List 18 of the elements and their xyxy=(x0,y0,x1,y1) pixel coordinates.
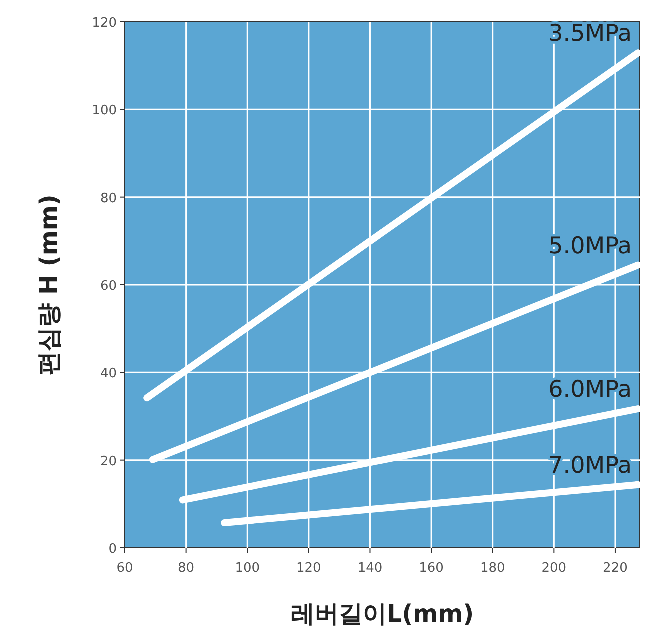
x-tick-label: 100 xyxy=(235,561,260,576)
y-tick-label: 60 xyxy=(100,279,117,294)
y-tick-label: 120 xyxy=(92,16,117,31)
x-tick-label: 120 xyxy=(296,561,322,576)
x-tick-label: 180 xyxy=(480,561,506,576)
x-tick-label: 140 xyxy=(358,561,383,576)
y-tick-label: 0 xyxy=(108,542,117,557)
y-axis-title: 편심량 H (mm) xyxy=(35,194,63,376)
x-tick-label: 160 xyxy=(419,561,444,576)
y-tick-label: 40 xyxy=(100,366,117,382)
x-tick-label: 80 xyxy=(178,561,195,576)
y-tick-label: 20 xyxy=(100,454,117,470)
y-tick-label: 80 xyxy=(100,191,117,206)
y-tick-label: 100 xyxy=(92,104,117,119)
x-axis-title: 레버길이L(mm) xyxy=(290,600,474,628)
x-tick-label: 220 xyxy=(603,561,628,576)
x-tick-label: 200 xyxy=(542,561,567,576)
x-tick-label: 60 xyxy=(116,561,134,576)
